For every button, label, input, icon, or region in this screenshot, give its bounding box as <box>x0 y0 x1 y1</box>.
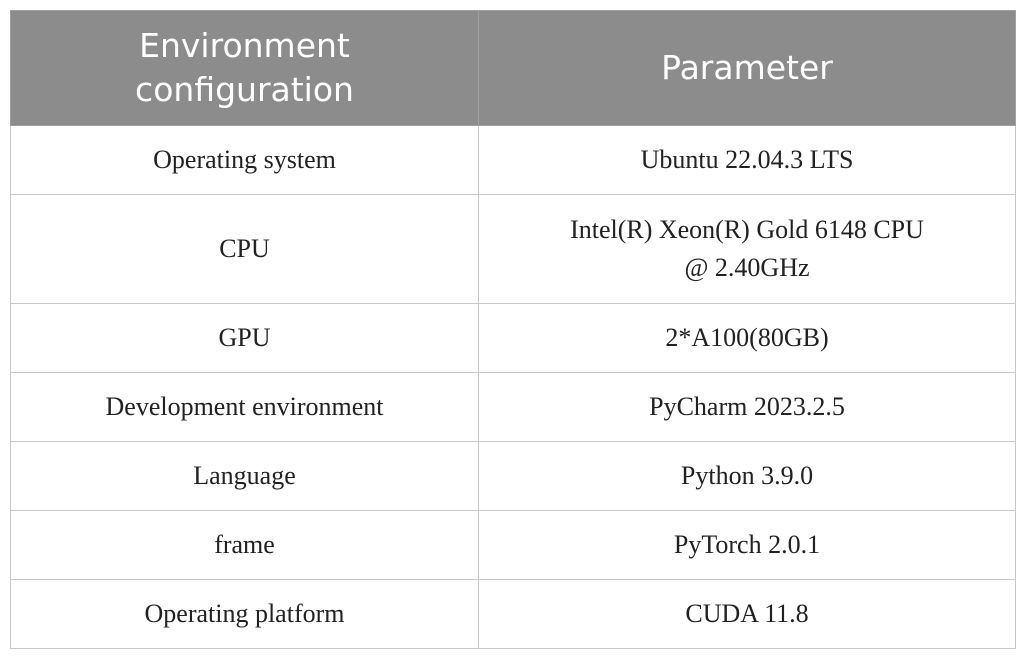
table-row: frame PyTorch 2.0.1 <box>10 510 1016 580</box>
header-line: configuration <box>135 70 354 109</box>
header-environment-configuration: Environment configuration <box>10 10 479 126</box>
param-cell: Intel(R) Xeon(R) Gold 6148 CPU @ 2.40GHz <box>478 194 1016 304</box>
param-cell: CUDA 11.8 <box>478 579 1016 649</box>
param-line: @ 2.40GHz <box>684 253 810 282</box>
table-body: Operating system Ubuntu 22.04.3 LTS CPU … <box>10 125 1016 649</box>
table-row: Development environment PyCharm 2023.2.5 <box>10 372 1016 442</box>
table-row: Operating platform CUDA 11.8 <box>10 579 1016 649</box>
config-cell: Language <box>10 441 479 511</box>
header-line: Environment <box>139 26 350 65</box>
environment-table-container: Environment configuration Parameter Oper… <box>10 10 1016 649</box>
table-row: CPU Intel(R) Xeon(R) Gold 6148 CPU @ 2.4… <box>10 194 1016 304</box>
table-header: Environment configuration Parameter <box>10 10 1016 126</box>
param-cell: PyTorch 2.0.1 <box>478 510 1016 580</box>
header-parameter: Parameter <box>478 10 1016 126</box>
config-cell: GPU <box>10 303 479 373</box>
table-row: Operating system Ubuntu 22.04.3 LTS <box>10 125 1016 195</box>
param-cell: Ubuntu 22.04.3 LTS <box>478 125 1016 195</box>
config-cell: CPU <box>10 194 479 304</box>
config-cell: Operating system <box>10 125 479 195</box>
param-cell: 2*A100(80GB) <box>478 303 1016 373</box>
environment-table: Environment configuration Parameter Oper… <box>10 10 1016 649</box>
table-row: Language Python 3.9.0 <box>10 441 1016 511</box>
table-row: GPU 2*A100(80GB) <box>10 303 1016 373</box>
param-line: Intel(R) Xeon(R) Gold 6148 CPU <box>570 215 924 244</box>
config-cell: Operating platform <box>10 579 479 649</box>
header-row: Environment configuration Parameter <box>10 10 1016 126</box>
param-cell: Python 3.9.0 <box>478 441 1016 511</box>
param-cell: PyCharm 2023.2.5 <box>478 372 1016 442</box>
config-cell: frame <box>10 510 479 580</box>
config-cell: Development environment <box>10 372 479 442</box>
